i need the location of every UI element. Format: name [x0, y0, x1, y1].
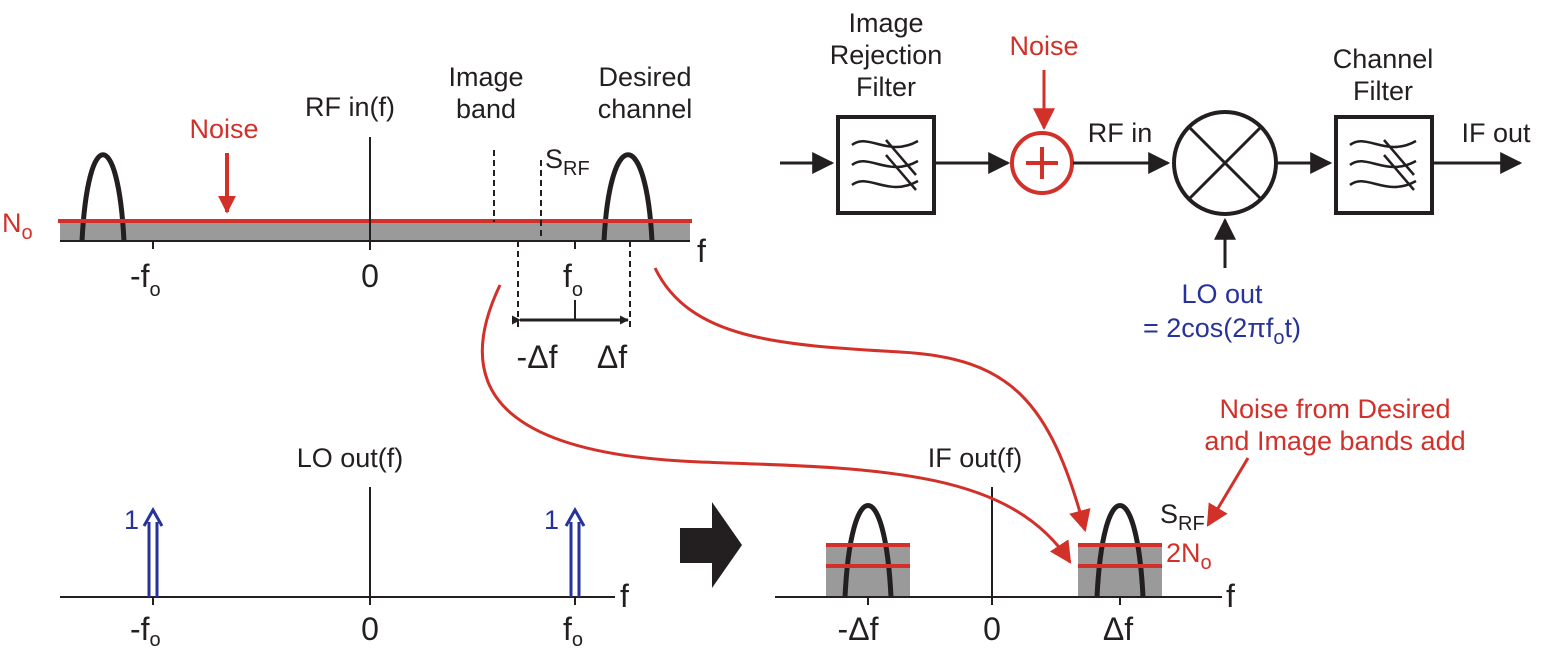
- channel-filter-label-line1: Channel: [1333, 44, 1434, 74]
- noise-add-annotation-line2: and Image bands add: [1204, 426, 1465, 456]
- rf-spectrum: RF in(f) Noise Image band Desired channe…: [2, 62, 706, 375]
- rf-desired-channel-line2: channel: [598, 94, 693, 124]
- lo-spectrum: LO out(f) 1 1 f -fo 0 fo: [60, 443, 629, 648]
- lo-axis-variable: f: [620, 578, 629, 614]
- rf-delta-f-label: Δf: [597, 339, 627, 375]
- lo-tick-neg-fo-label: -fo: [130, 611, 161, 648]
- desired-channel-mapping-curve: [653, 267, 1091, 533]
- filter-icon: [851, 139, 919, 191]
- if-noise-block-pos: [1078, 545, 1162, 597]
- rf-neg-delta-f-label: -Δf: [517, 339, 558, 375]
- if-axis-variable: f: [1226, 578, 1235, 614]
- rf-image-band-line1: Image: [448, 62, 523, 92]
- image-band-mapping-curve: [480, 284, 1072, 564]
- rf-tick-fo-label: fo: [563, 258, 583, 301]
- noise-add-annotation-arrow: [1206, 457, 1250, 527]
- image-filter-label-line2: Rejection: [830, 40, 943, 70]
- rf-tick-neg-fo-label: -fo: [130, 258, 161, 301]
- rf-noise-label: Noise: [189, 114, 258, 144]
- rf-image-hump: [79, 152, 127, 242]
- block-diagram: Image Rejection Filter Noise RF in LO ou…: [780, 8, 1531, 349]
- image-filter-label-line1: Image: [848, 8, 923, 38]
- lo-impulse-neg-fo: [142, 506, 164, 597]
- rf-desired-channel-line1: Desired: [598, 62, 691, 92]
- lo-tick-zero-label: 0: [361, 611, 379, 647]
- rf-srf-label: SRF: [545, 144, 590, 180]
- lo-impulse-fo: [564, 506, 586, 597]
- rf-axis-variable: f: [697, 233, 706, 269]
- mixer-icon: [1172, 110, 1278, 216]
- rf-image-band-line2: band: [456, 94, 516, 124]
- if-tick-neg-label: -Δf: [838, 611, 879, 647]
- if-out-label: IF out: [1461, 118, 1531, 148]
- arrow-right-icon: [680, 502, 742, 588]
- if-tick-zero-label: 0: [983, 611, 1001, 647]
- if-srf-label: SRF: [1160, 499, 1205, 535]
- if-tick-pos-label: Δf: [1103, 611, 1133, 647]
- image-filter-label-line3: Filter: [856, 72, 916, 102]
- rf-noise-level-label: No: [2, 208, 33, 244]
- rf-in-label: RF in: [1088, 118, 1153, 148]
- noise-add-annotation-line1: Noise from Desired: [1219, 394, 1450, 424]
- if-noise-block-neg: [826, 545, 910, 597]
- if-spectrum: IF out(f) SRF 2No f -Δf 0 Δf Noise from …: [775, 394, 1466, 647]
- rf-noise-floor: [60, 221, 690, 240]
- filter-icon: [1349, 139, 1417, 191]
- adder-icon: [1010, 131, 1074, 195]
- lo-out-label: LO out: [1181, 279, 1263, 309]
- if-noise-level-label: 2No: [1166, 538, 1212, 574]
- channel-filter-label-line2: Filter: [1353, 76, 1413, 106]
- adder-noise-label: Noise: [1009, 31, 1078, 61]
- lo-tick-fo-label: fo: [563, 611, 583, 648]
- if-hump-neg: [842, 503, 894, 598]
- lo-impulse-left-label: 1: [124, 505, 139, 535]
- lo-equation-label: = 2cos(2πfot): [1143, 313, 1301, 349]
- lo-spectrum-title: LO out(f): [297, 443, 404, 473]
- if-hump-pos: [1094, 503, 1146, 598]
- rf-desired-hump: [601, 152, 655, 242]
- rf-spectrum-title: RF in(f): [305, 92, 395, 122]
- lo-impulse-right-label: 1: [544, 505, 559, 535]
- rf-tick-zero-label: 0: [361, 258, 379, 294]
- if-spectrum-title: IF out(f): [928, 443, 1023, 473]
